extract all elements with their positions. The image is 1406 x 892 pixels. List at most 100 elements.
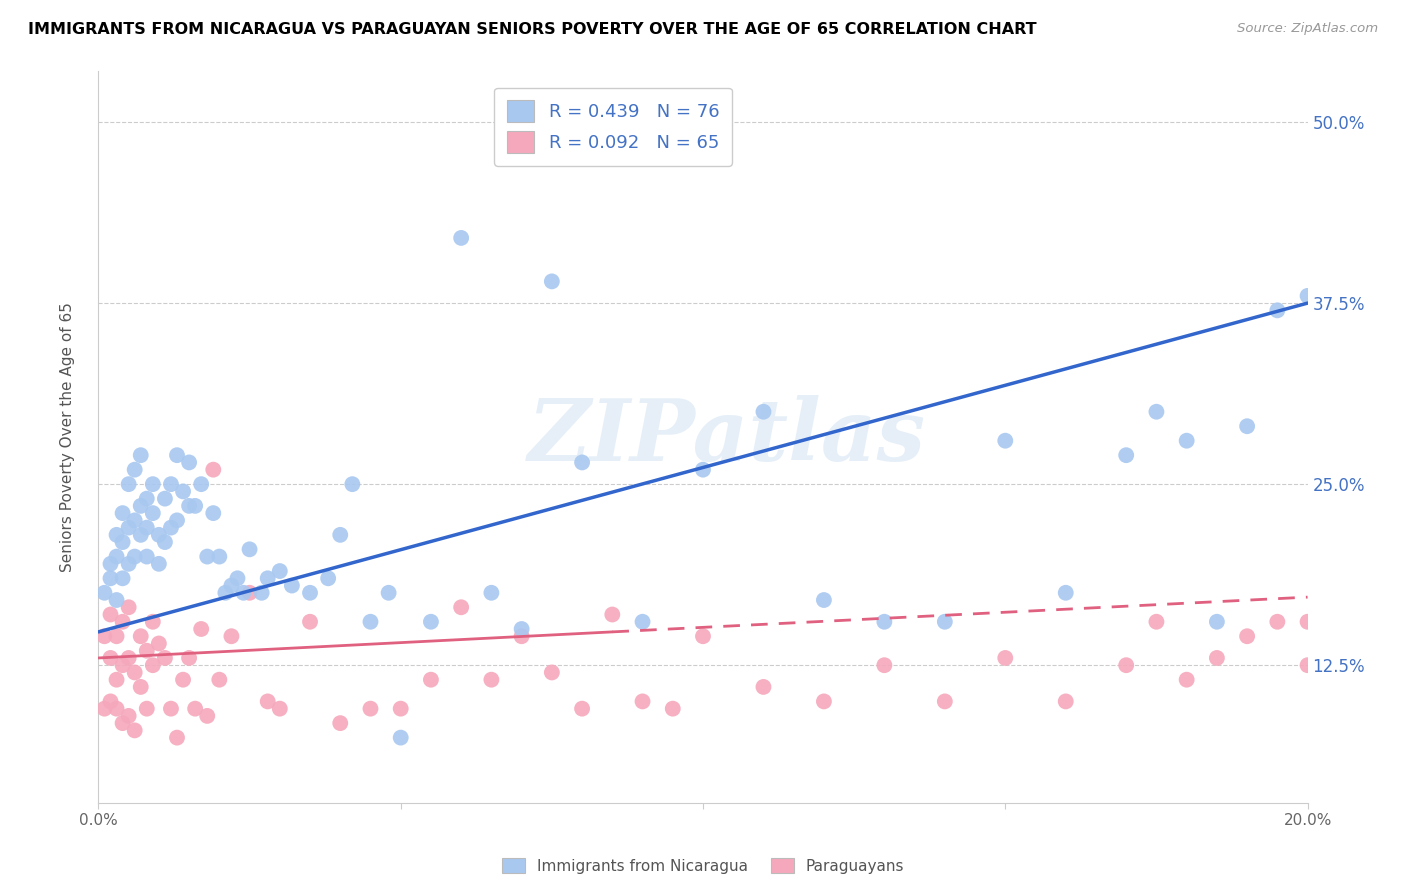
Point [1054, 694, 1077, 708]
Point [813, 694, 835, 708]
Legend: Immigrants from Nicaragua, Paraguayans: Immigrants from Nicaragua, Paraguayans [495, 852, 911, 880]
Point [481, 673, 503, 687]
Point [1115, 448, 1137, 462]
Point [93, 629, 115, 643]
Point [118, 600, 141, 615]
Point [100, 571, 122, 585]
Point [129, 680, 152, 694]
Point [1236, 629, 1258, 643]
Point [1267, 303, 1289, 318]
Point [111, 716, 134, 731]
Point [148, 557, 170, 571]
Point [118, 709, 141, 723]
Point [105, 528, 128, 542]
Point [1144, 615, 1167, 629]
Point [256, 571, 278, 585]
Point [202, 463, 225, 477]
Text: IMMIGRANTS FROM NICARAGUA VS PARAGUAYAN SENIORS POVERTY OVER THE AGE OF 65 CORRE: IMMIGRANTS FROM NICARAGUA VS PARAGUAYAN … [28, 22, 1036, 37]
Point [239, 542, 262, 557]
Point [118, 477, 141, 491]
Point [571, 455, 593, 469]
Point [692, 463, 714, 477]
Point [250, 586, 273, 600]
Point [214, 586, 236, 600]
Point [142, 506, 165, 520]
Point [93, 586, 115, 600]
Point [105, 701, 128, 715]
Point [100, 651, 122, 665]
Point [142, 615, 165, 629]
Point [1206, 651, 1229, 665]
Point [160, 701, 183, 715]
Point [1267, 615, 1289, 629]
Point [239, 586, 262, 600]
Point [111, 571, 134, 585]
Text: ZIPatlas: ZIPatlas [529, 395, 927, 479]
Point [179, 455, 201, 469]
Point [129, 629, 152, 643]
Point [1175, 673, 1198, 687]
Point [329, 716, 352, 731]
Point [934, 694, 956, 708]
Point [135, 644, 157, 658]
Point [299, 615, 322, 629]
Point [129, 448, 152, 462]
Point [153, 651, 176, 665]
Point [813, 593, 835, 607]
Point [420, 615, 443, 629]
Point [190, 622, 212, 636]
Point [124, 549, 146, 564]
Point [510, 622, 533, 636]
Point [184, 499, 207, 513]
Point [873, 615, 896, 629]
Point [221, 578, 243, 592]
Point [1236, 419, 1258, 434]
Point [299, 586, 322, 600]
Point [118, 651, 141, 665]
Point [124, 723, 146, 738]
Point [93, 701, 115, 715]
Point [226, 571, 249, 585]
Point [142, 477, 165, 491]
Point [1296, 289, 1319, 303]
Point [105, 673, 128, 687]
Point [481, 586, 503, 600]
Point [342, 477, 364, 491]
Point [208, 673, 231, 687]
Point [360, 615, 382, 629]
Point [142, 658, 165, 673]
Point [631, 615, 654, 629]
Point [269, 564, 291, 578]
Y-axis label: Seniors Poverty Over the Age of 65: Seniors Poverty Over the Age of 65 [60, 302, 75, 572]
Point [111, 506, 134, 520]
Point [105, 629, 128, 643]
Point [661, 701, 683, 715]
Point [111, 658, 134, 673]
Point [329, 528, 352, 542]
Point [148, 528, 170, 542]
Point [1115, 658, 1137, 673]
Point [195, 709, 218, 723]
Point [179, 651, 201, 665]
Point [160, 477, 183, 491]
Point [389, 731, 412, 745]
Point [124, 463, 146, 477]
Point [135, 491, 157, 506]
Point [510, 629, 533, 643]
Point [389, 701, 412, 715]
Point [202, 506, 225, 520]
Point [153, 491, 176, 506]
Point [129, 499, 152, 513]
Point [160, 520, 183, 534]
Point [360, 701, 382, 715]
Point [1144, 405, 1167, 419]
Point [100, 557, 122, 571]
Point [221, 629, 243, 643]
Point [172, 673, 194, 687]
Point [994, 651, 1017, 665]
Point [420, 673, 443, 687]
Point [111, 615, 134, 629]
Point [377, 586, 399, 600]
Point [1054, 586, 1077, 600]
Legend: R = 0.439   N = 76, R = 0.092   N = 65: R = 0.439 N = 76, R = 0.092 N = 65 [495, 87, 731, 166]
